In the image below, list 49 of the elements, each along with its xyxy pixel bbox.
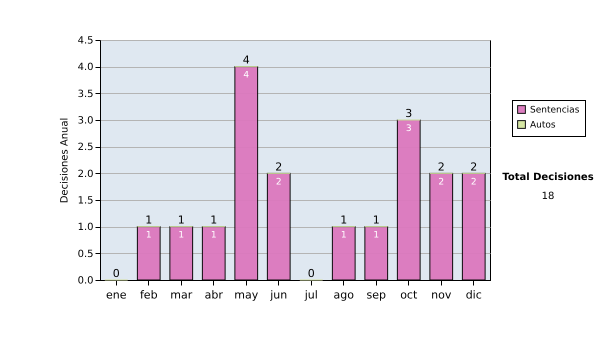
y-tick-label: 2.5 bbox=[78, 142, 94, 154]
y-tick-label: 4.0 bbox=[78, 62, 94, 74]
y-tick-label: 3.5 bbox=[78, 88, 94, 100]
x-tick-label: ene bbox=[106, 288, 127, 302]
data-label: 1 bbox=[178, 230, 184, 241]
data-label: 3 bbox=[406, 124, 412, 134]
x-tick-label: abr bbox=[204, 288, 224, 302]
text: 18 bbox=[540, 191, 556, 202]
legend-label: Sentencias bbox=[530, 106, 580, 116]
total-label: 1 bbox=[340, 214, 348, 227]
x-tick-label: jun bbox=[269, 288, 288, 302]
total-label: 1 bbox=[372, 214, 380, 227]
legend-label: Autos bbox=[530, 120, 556, 130]
total-label: 3 bbox=[405, 107, 412, 120]
x-tick-label: nov bbox=[431, 288, 452, 302]
total-label: 1 bbox=[178, 214, 185, 227]
x-tick-label: feb bbox=[140, 288, 158, 302]
total-label: 2 bbox=[470, 160, 478, 174]
x-tick-label: may bbox=[234, 288, 259, 302]
total-label: 1 bbox=[145, 214, 152, 227]
data-label: 1 bbox=[146, 230, 152, 241]
data-label: 1 bbox=[340, 230, 347, 241]
total-label: 2 bbox=[438, 160, 445, 174]
total-label: 0 bbox=[308, 267, 315, 280]
data-label: 2 bbox=[438, 177, 444, 188]
y-tick-label: 0.5 bbox=[78, 248, 94, 260]
text: Total Decisiones bbox=[501, 172, 595, 183]
data-label: 4 bbox=[243, 70, 250, 81]
y-tick-label: 4.5 bbox=[78, 36, 94, 46]
x-tick-label: dic bbox=[466, 288, 482, 302]
data-label: 2 bbox=[470, 177, 477, 188]
y-tick-label: 0.0 bbox=[78, 276, 94, 286]
y-tick-label: 2.0 bbox=[78, 168, 94, 180]
data-label: 2 bbox=[276, 177, 282, 188]
total-label: 1 bbox=[210, 214, 218, 227]
y-tick-label: 1.0 bbox=[78, 222, 94, 234]
total-label: 4 bbox=[242, 54, 250, 67]
data-label: 1 bbox=[210, 230, 217, 241]
y-tick-label: 1.5 bbox=[78, 196, 94, 206]
y-tick-label: 3.0 bbox=[78, 116, 94, 126]
x-tick-label: oct bbox=[400, 288, 418, 302]
y-axis-title: Decisiones Anual bbox=[60, 118, 71, 204]
x-tick-label: ago bbox=[334, 288, 354, 302]
data-label: 1 bbox=[373, 230, 380, 241]
x-tick-label: sep bbox=[366, 288, 386, 302]
total-label: 0 bbox=[112, 267, 120, 280]
total-label: 2 bbox=[275, 160, 282, 174]
x-tick-label: jul bbox=[304, 288, 318, 302]
x-tick-label: mar bbox=[170, 288, 193, 302]
